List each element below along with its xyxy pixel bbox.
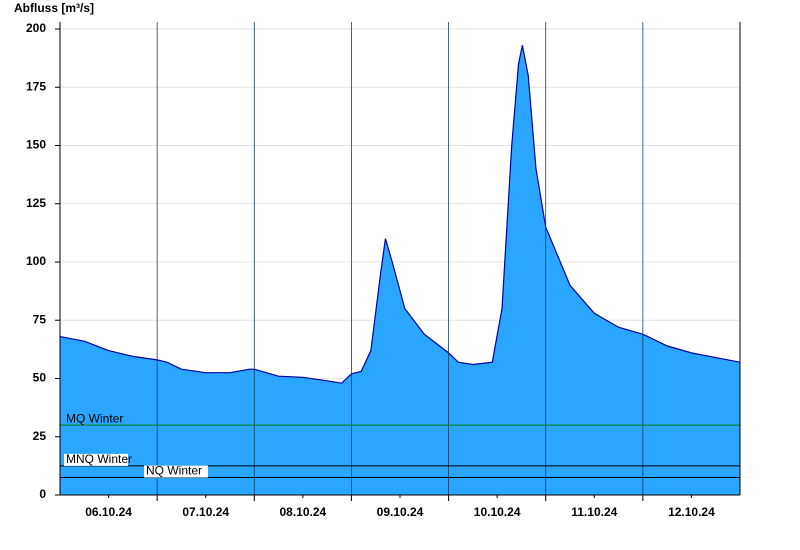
y-tick-label: 0 bbox=[39, 487, 46, 501]
y-tick-label: 50 bbox=[33, 371, 47, 385]
reference-label: NQ Winter bbox=[146, 464, 202, 478]
x-tick-label: 11.10.24 bbox=[571, 505, 617, 519]
chart-title: Abfluss [m³/s] bbox=[14, 1, 94, 15]
x-tick-label: 10.10.24 bbox=[474, 505, 521, 519]
x-tick-label: 12.10.24 bbox=[668, 505, 715, 519]
x-tick-label: 09.10.24 bbox=[377, 505, 424, 519]
y-tick-label: 75 bbox=[33, 312, 47, 326]
y-tick-label: 25 bbox=[33, 429, 47, 443]
area-fill bbox=[60, 45, 740, 496]
y-tick-label: 150 bbox=[26, 138, 46, 152]
reference-label: MNQ Winter bbox=[66, 452, 132, 466]
label-bg bbox=[144, 465, 208, 478]
y-tick-label: 175 bbox=[26, 79, 46, 93]
x-tick-label: 08.10.24 bbox=[279, 505, 326, 519]
y-tick-label: 200 bbox=[26, 21, 46, 35]
area-line bbox=[59, 45, 741, 384]
y-tick-label: 125 bbox=[26, 196, 46, 210]
reference-label: MQ Winter bbox=[66, 411, 123, 425]
y-tick-label: 100 bbox=[26, 254, 46, 268]
x-tick-label: 06.10.24 bbox=[85, 505, 132, 519]
x-tick-label: 07.10.24 bbox=[182, 505, 229, 519]
label-bg bbox=[64, 453, 128, 466]
